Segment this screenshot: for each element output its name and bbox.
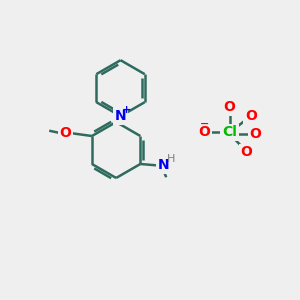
Text: O: O	[59, 126, 71, 140]
Text: N: N	[158, 158, 169, 172]
Text: N: N	[115, 109, 126, 123]
Text: −: −	[200, 118, 209, 128]
Text: O: O	[249, 127, 261, 141]
Text: H: H	[167, 154, 175, 164]
Text: +: +	[122, 105, 131, 115]
Text: O: O	[199, 125, 210, 139]
Text: O: O	[245, 109, 256, 122]
Text: Cl: Cl	[222, 125, 237, 139]
Text: O: O	[224, 100, 236, 114]
Text: O: O	[241, 146, 253, 159]
